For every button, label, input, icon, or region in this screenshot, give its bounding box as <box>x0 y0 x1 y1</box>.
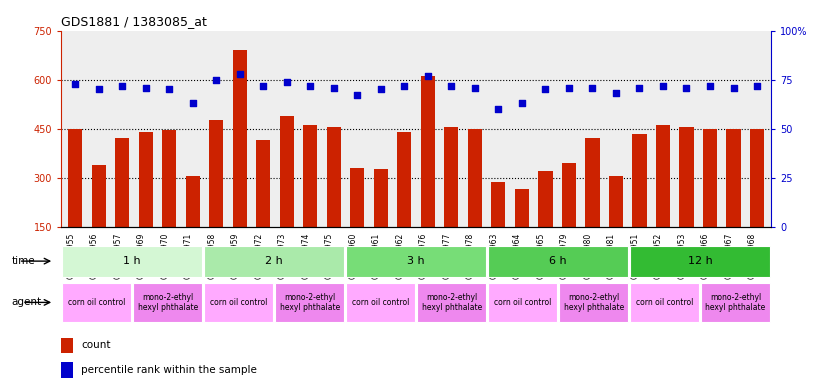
Text: corn oil control: corn oil control <box>494 298 552 307</box>
Text: percentile rank within the sample: percentile rank within the sample <box>81 365 257 375</box>
Text: agent: agent <box>11 297 42 308</box>
Point <box>69 81 82 87</box>
FancyBboxPatch shape <box>275 283 344 322</box>
Bar <box>539 171 552 227</box>
Point <box>281 79 294 85</box>
Point <box>516 100 529 106</box>
Point <box>492 106 505 112</box>
FancyBboxPatch shape <box>488 246 628 276</box>
FancyBboxPatch shape <box>204 283 273 322</box>
Bar <box>397 132 411 227</box>
Bar <box>750 129 764 227</box>
Point <box>610 90 623 96</box>
Bar <box>233 50 247 227</box>
Bar <box>69 129 82 227</box>
Bar <box>562 163 576 227</box>
Point <box>92 86 105 93</box>
Text: corn oil control: corn oil control <box>68 298 126 307</box>
Bar <box>327 127 341 227</box>
Bar <box>374 169 388 227</box>
Point <box>140 84 153 91</box>
FancyBboxPatch shape <box>701 283 770 322</box>
Text: mono-2-ethyl
hexyl phthalate: mono-2-ethyl hexyl phthalate <box>280 293 339 312</box>
Point <box>680 84 693 91</box>
Point <box>233 71 246 77</box>
Text: corn oil control: corn oil control <box>636 298 694 307</box>
Bar <box>350 168 365 227</box>
FancyBboxPatch shape <box>630 246 770 276</box>
FancyBboxPatch shape <box>417 283 486 322</box>
Text: 12 h: 12 h <box>688 256 712 266</box>
Text: 2 h: 2 h <box>265 256 283 266</box>
Point <box>633 84 646 91</box>
Point <box>186 100 199 106</box>
Point <box>727 84 740 91</box>
Point <box>327 84 340 91</box>
Bar <box>162 130 176 227</box>
Text: time: time <box>11 256 35 266</box>
Point <box>586 84 599 91</box>
Point <box>539 86 552 93</box>
Text: mono-2-ethyl
hexyl phthalate: mono-2-ethyl hexyl phthalate <box>706 293 765 312</box>
Bar <box>491 182 505 227</box>
FancyBboxPatch shape <box>346 246 486 276</box>
Bar <box>609 176 623 227</box>
FancyBboxPatch shape <box>62 283 131 322</box>
Point <box>562 84 575 91</box>
Point <box>398 83 411 89</box>
FancyBboxPatch shape <box>630 283 699 322</box>
Text: mono-2-ethyl
hexyl phthalate: mono-2-ethyl hexyl phthalate <box>564 293 623 312</box>
FancyBboxPatch shape <box>62 246 202 276</box>
Text: 1 h: 1 h <box>123 256 141 266</box>
Point <box>375 86 388 93</box>
Bar <box>680 127 694 227</box>
Text: corn oil control: corn oil control <box>210 298 268 307</box>
Bar <box>632 134 646 227</box>
Bar <box>139 132 153 227</box>
Bar <box>280 116 294 227</box>
Bar <box>656 126 670 227</box>
Bar <box>445 127 459 227</box>
Text: 6 h: 6 h <box>549 256 567 266</box>
Point <box>703 83 716 89</box>
FancyBboxPatch shape <box>559 283 628 322</box>
Text: GDS1881 / 1383085_at: GDS1881 / 1383085_at <box>61 15 207 28</box>
Bar <box>304 126 317 227</box>
Bar <box>61 362 73 377</box>
Point <box>210 77 223 83</box>
FancyBboxPatch shape <box>133 283 202 322</box>
Bar <box>585 139 600 227</box>
Point <box>116 83 129 89</box>
Bar <box>256 140 270 227</box>
Bar <box>726 129 741 227</box>
Point <box>468 84 481 91</box>
FancyBboxPatch shape <box>346 283 415 322</box>
FancyBboxPatch shape <box>488 283 557 322</box>
Point <box>445 83 458 89</box>
Point <box>257 83 270 89</box>
Bar <box>209 121 224 227</box>
Bar <box>468 129 482 227</box>
Bar <box>421 76 435 227</box>
Text: mono-2-ethyl
hexyl phthalate: mono-2-ethyl hexyl phthalate <box>138 293 197 312</box>
Point <box>304 83 317 89</box>
Bar <box>115 139 130 227</box>
Point <box>656 83 669 89</box>
Bar <box>91 165 106 227</box>
Point <box>751 83 764 89</box>
Point <box>163 86 176 93</box>
Bar <box>703 129 717 227</box>
Bar <box>515 189 529 227</box>
Text: corn oil control: corn oil control <box>352 298 410 307</box>
Text: 3 h: 3 h <box>407 256 425 266</box>
FancyBboxPatch shape <box>204 246 344 276</box>
Point <box>351 92 364 98</box>
Text: mono-2-ethyl
hexyl phthalate: mono-2-ethyl hexyl phthalate <box>422 293 481 312</box>
Bar <box>61 338 73 353</box>
Text: count: count <box>81 340 111 350</box>
Point <box>421 73 434 79</box>
Bar <box>186 176 200 227</box>
